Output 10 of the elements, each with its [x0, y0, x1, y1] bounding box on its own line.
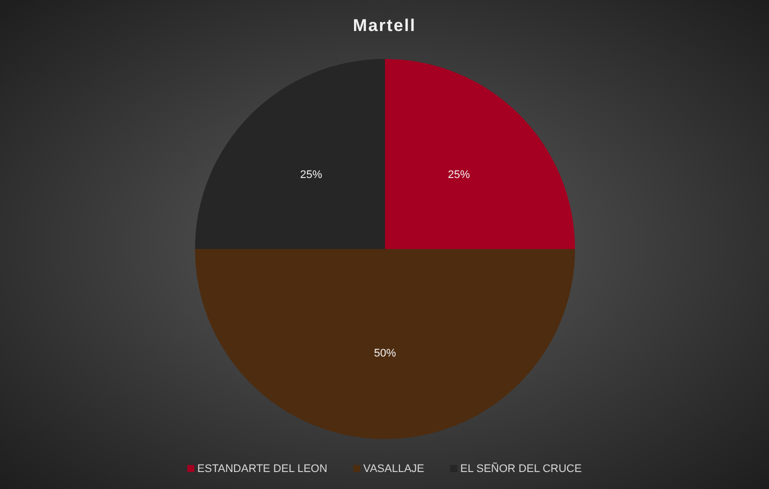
- pie-slice: [385, 59, 575, 249]
- pie-slice: [195, 249, 575, 439]
- data-label: 25%: [300, 169, 322, 182]
- pie-slice: [195, 59, 385, 249]
- legend-label: EL SEÑOR DEL CRUCE: [460, 462, 582, 475]
- legend-label: VASALLAJE: [363, 463, 424, 475]
- legend-label: ESTANDARTE DEL LEON: [197, 463, 328, 475]
- data-label: 25%: [448, 169, 470, 182]
- chart-title: Martell: [352, 16, 416, 35]
- data-label: 50%: [374, 348, 396, 360]
